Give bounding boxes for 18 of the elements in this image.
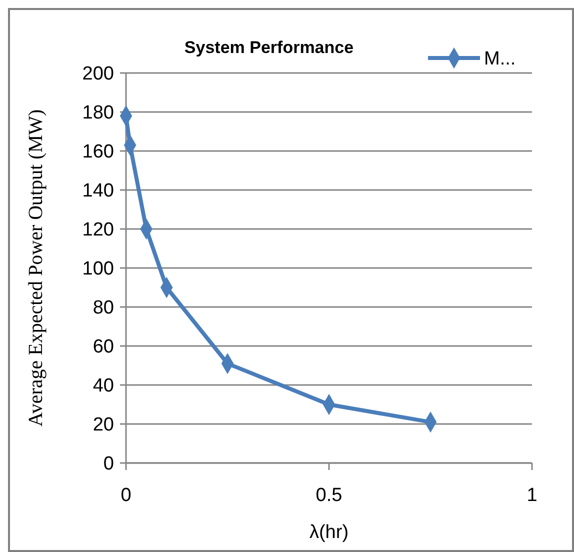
y-tick-label: 180 (82, 102, 114, 124)
y-tick-label: 80 (92, 298, 114, 319)
y-tick-label: 120 (82, 220, 114, 241)
y-tick-label: 100 (82, 258, 114, 280)
y-tick-label: 140 (82, 180, 114, 202)
x-tick-label: 0 (120, 485, 132, 506)
y-axis-title: Average Expected Power Output (MW) (25, 109, 47, 427)
legend-label: M... (484, 48, 516, 70)
y-tick-label: 60 (92, 336, 114, 358)
y-tick-label: 200 (82, 64, 114, 85)
x-tick-label: 1 (526, 485, 538, 506)
y-tick-label: 20 (92, 414, 114, 436)
chart-title: System Performance (184, 38, 354, 57)
y-tick-label: 0 (103, 454, 114, 475)
y-tick-label: 160 (82, 142, 114, 163)
x-axis-title: λ(hr) (309, 522, 349, 543)
x-tick-label: 0.5 (316, 485, 342, 506)
y-tick-label: 40 (92, 376, 114, 397)
